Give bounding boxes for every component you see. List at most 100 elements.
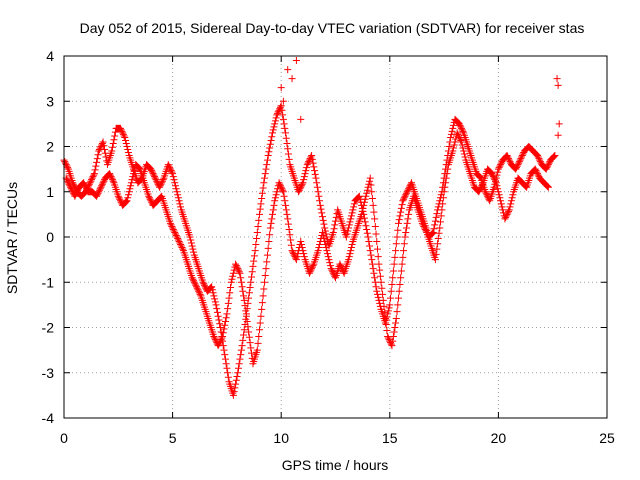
data-point-marker <box>303 164 311 172</box>
data-point-marker <box>348 241 356 249</box>
data-point-marker <box>122 198 130 206</box>
data-point-marker <box>169 225 177 233</box>
data-point-marker <box>454 130 462 138</box>
data-point-marker <box>250 257 258 265</box>
data-point-marker <box>361 195 369 203</box>
data-point-marker <box>247 344 255 352</box>
data-point-marker <box>72 191 80 199</box>
data-point-marker <box>497 200 505 208</box>
data-point-marker <box>399 197 407 205</box>
data-point-marker <box>222 314 230 322</box>
data-point-marker <box>272 114 280 122</box>
data-point-marker <box>371 222 379 230</box>
data-point-marker <box>229 272 237 280</box>
data-point-marker <box>262 165 270 173</box>
data-point-marker <box>251 247 259 255</box>
tick-labels: 0 5 10 15 20 25 -4 -3 -2 -1 0 1 2 3 4 <box>42 48 615 446</box>
data-point-marker <box>116 124 124 132</box>
data-point-marker <box>347 215 355 223</box>
data-point-marker <box>246 339 254 347</box>
data-point-marker <box>271 197 279 205</box>
data-point-marker <box>108 147 116 155</box>
data-point-marker <box>283 139 291 147</box>
data-point-marker <box>196 290 204 298</box>
data-point-marker <box>315 244 323 252</box>
data-point-marker <box>342 233 350 241</box>
data-point-marker <box>551 152 559 160</box>
data-point-marker <box>149 170 157 178</box>
data-point-marker <box>115 194 123 202</box>
data-point-marker <box>363 189 371 197</box>
data-point-marker <box>366 177 374 185</box>
data-point-marker <box>477 183 485 191</box>
y-tick-label: 2 <box>46 139 54 155</box>
data-point-marker <box>314 188 322 196</box>
data-point-marker <box>478 180 486 188</box>
data-point-marker <box>368 188 376 196</box>
data-point-marker <box>93 155 101 163</box>
data-point-marker <box>376 272 384 280</box>
data-point-marker <box>168 222 176 230</box>
data-point-marker <box>234 265 242 273</box>
data-point-marker <box>224 369 232 377</box>
data-point-marker <box>102 153 110 161</box>
data-point-marker <box>166 219 174 227</box>
data-point-marker <box>553 75 561 83</box>
data-point-marker <box>285 225 293 233</box>
data-point-marker <box>129 173 137 181</box>
data-point-marker <box>345 221 353 229</box>
data-point-marker <box>193 284 201 292</box>
data-point-marker <box>449 124 457 132</box>
data-point-marker <box>93 158 101 166</box>
data-point-marker <box>450 121 458 129</box>
data-point-marker <box>237 274 245 282</box>
data-point-marker <box>72 189 80 197</box>
data-point-marker <box>542 165 550 173</box>
data-point-marker <box>347 244 355 252</box>
data-point-marker <box>249 262 257 270</box>
data-point-marker <box>95 147 103 155</box>
x-tick-label: 15 <box>382 430 398 446</box>
data-point-marker <box>118 127 126 135</box>
data-point-marker <box>268 133 276 141</box>
data-point-marker <box>364 233 372 241</box>
data-point-marker <box>125 188 133 196</box>
data-point-marker <box>212 301 220 309</box>
data-point-marker <box>288 247 296 255</box>
data-point-marker <box>439 194 447 202</box>
data-point-marker <box>135 164 143 172</box>
data-point-marker <box>235 268 243 276</box>
data-point-marker <box>460 147 468 155</box>
data-point-marker <box>476 185 484 193</box>
data-point-marker <box>394 226 402 234</box>
data-point-marker <box>401 192 409 200</box>
data-point-marker <box>305 158 313 166</box>
data-point-marker <box>123 143 131 150</box>
data-point-marker <box>256 205 264 213</box>
data-point-marker <box>318 209 326 217</box>
data-point-marker <box>148 167 156 175</box>
data-point-marker <box>121 133 129 141</box>
data-point-marker <box>550 152 558 160</box>
data-point-marker <box>360 214 368 222</box>
data-point-marker <box>213 308 221 316</box>
data-point-marker <box>533 170 541 178</box>
data-point-marker <box>439 200 447 208</box>
data-point-marker <box>257 312 265 320</box>
data-point-marker <box>260 285 268 293</box>
data-point-marker <box>418 219 426 227</box>
data-point-marker <box>119 129 127 137</box>
data-point-marker <box>323 247 331 255</box>
data-point-marker <box>388 281 396 289</box>
data-point-marker <box>345 253 353 261</box>
data-point-marker <box>360 198 368 206</box>
data-point-marker <box>124 146 132 154</box>
data-point-marker <box>279 111 287 119</box>
data-point-marker <box>421 224 429 232</box>
data-point-marker <box>255 326 263 334</box>
data-point-marker <box>483 191 491 199</box>
data-point-marker <box>392 314 400 322</box>
data-point-marker <box>289 248 297 256</box>
data-point-marker <box>392 247 400 255</box>
data-point-marker <box>254 339 262 347</box>
